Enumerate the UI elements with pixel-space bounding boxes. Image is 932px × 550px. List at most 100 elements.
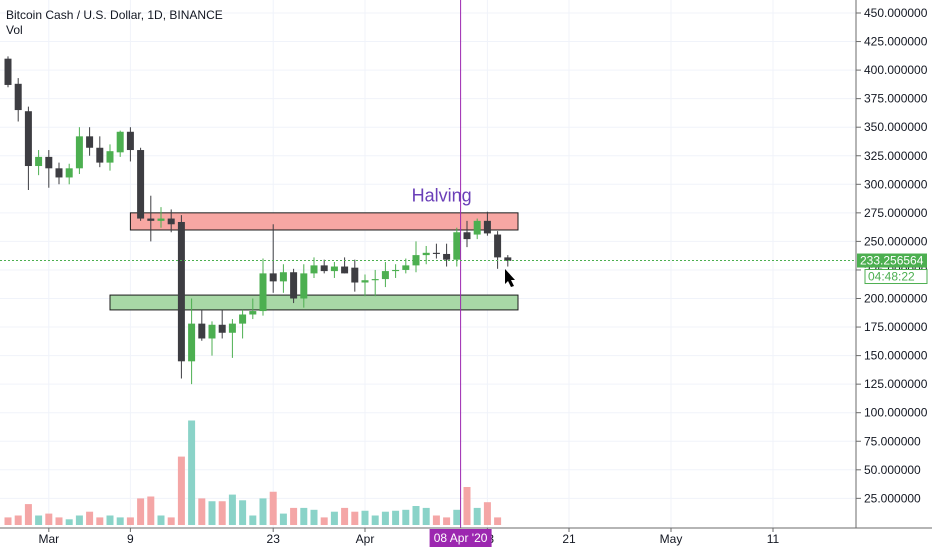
- candle[interactable]: [443, 243, 451, 267]
- candle-body: [45, 156, 53, 169]
- candle-body: [402, 265, 410, 270]
- volume-bar: [188, 420, 196, 525]
- resistance-zone[interactable]: [129, 212, 519, 231]
- candle[interactable]: [412, 241, 420, 273]
- volume-bar: [157, 515, 165, 525]
- candle-body: [14, 83, 22, 111]
- volume-bar: [4, 517, 12, 525]
- price-tick-label: 150.000000: [864, 349, 928, 363]
- candle-body: [35, 156, 43, 167]
- candle[interactable]: [177, 215, 185, 379]
- candle[interactable]: [422, 245, 430, 265]
- candle[interactable]: [14, 78, 22, 122]
- volume-bar: [14, 515, 22, 525]
- candle[interactable]: [55, 162, 63, 185]
- volume-bar: [208, 501, 216, 525]
- candle[interactable]: [381, 261, 389, 288]
- candle[interactable]: [351, 259, 359, 292]
- halving-label: Halving: [412, 185, 472, 205]
- price-tick-label: 25.000000: [864, 491, 921, 505]
- candle-body: [96, 147, 104, 163]
- volume-bar: [218, 501, 226, 525]
- candle-body: [443, 253, 451, 260]
- candle[interactable]: [188, 298, 196, 385]
- candle[interactable]: [198, 309, 206, 341]
- candle[interactable]: [106, 144, 114, 171]
- candle[interactable]: [24, 106, 32, 191]
- candle[interactable]: [330, 261, 338, 278]
- candle[interactable]: [96, 136, 104, 168]
- candle[interactable]: [167, 209, 175, 233]
- candle[interactable]: [208, 321, 216, 356]
- candle[interactable]: [65, 163, 73, 185]
- candle[interactable]: [483, 211, 491, 236]
- candle-body: [463, 232, 471, 240]
- candle-body: [453, 232, 461, 260]
- volume-label: Vol: [6, 23, 23, 37]
- price-tick-label: 275.000000: [864, 206, 928, 220]
- volume-bars: [4, 420, 502, 525]
- candle[interactable]: [361, 274, 369, 297]
- candle[interactable]: [259, 258, 267, 316]
- candle-body: [473, 220, 481, 235]
- candle[interactable]: [290, 268, 298, 304]
- candle[interactable]: [504, 255, 512, 267]
- candle[interactable]: [494, 231, 502, 269]
- volume-bar: [106, 515, 114, 525]
- candle[interactable]: [300, 264, 308, 308]
- candle[interactable]: [392, 264, 400, 278]
- candle[interactable]: [320, 259, 328, 274]
- price-tick-label: 425.000000: [864, 35, 928, 49]
- candle[interactable]: [116, 130, 124, 157]
- volume-bar: [330, 511, 338, 525]
- candle[interactable]: [279, 264, 287, 293]
- candle[interactable]: [86, 127, 94, 156]
- volume-bar: [249, 515, 257, 525]
- price-tick-label: 325.000000: [864, 149, 928, 163]
- candle[interactable]: [137, 147, 145, 221]
- volume-bar: [371, 515, 379, 525]
- support-zone[interactable]: [109, 294, 519, 311]
- candle[interactable]: [269, 224, 277, 293]
- time-tick-label: 21: [562, 532, 576, 546]
- time-axis[interactable]: Mar923Apr1321May11: [38, 528, 780, 546]
- candle[interactable]: [473, 218, 481, 240]
- candle[interactable]: [249, 298, 257, 320]
- volume-bar: [473, 507, 481, 525]
- candle[interactable]: [157, 207, 165, 228]
- candle-body: [361, 280, 369, 283]
- last-price-tag: 233.256564: [857, 254, 927, 268]
- candle-body: [167, 218, 175, 225]
- candle[interactable]: [371, 269, 379, 297]
- volume-bar: [116, 517, 124, 525]
- candle[interactable]: [310, 257, 318, 278]
- volume-bar: [320, 517, 328, 525]
- price-axis[interactable]: 450.000000 425.000000 400.000000 375.000000…: [856, 6, 928, 505]
- volume-bar: [402, 509, 410, 525]
- candle[interactable]: [45, 150, 53, 188]
- candle-body: [4, 58, 12, 85]
- candle[interactable]: [75, 127, 83, 175]
- candle[interactable]: [126, 127, 134, 162]
- price-tick-label: 175.000000: [864, 320, 928, 334]
- candle[interactable]: [228, 319, 236, 358]
- price-tick-label: 450.000000: [864, 6, 928, 20]
- candle[interactable]: [432, 243, 440, 259]
- candle[interactable]: [4, 56, 12, 88]
- candle-body: [239, 314, 247, 324]
- candle-body: [157, 218, 165, 221]
- candle[interactable]: [35, 150, 43, 176]
- candle-body: [106, 151, 114, 163]
- candle-body: [218, 324, 226, 333]
- price-tick-label: 375.000000: [864, 92, 928, 106]
- candle-body: [249, 311, 257, 315]
- candle[interactable]: [239, 309, 247, 339]
- candle[interactable]: [218, 309, 226, 339]
- volume-bar: [35, 515, 43, 525]
- crosshair-date-tag: 08 Apr '20: [429, 529, 492, 547]
- countdown-tag: 04:48:22: [864, 269, 928, 285]
- candle[interactable]: [463, 220, 471, 248]
- candle[interactable]: [341, 257, 349, 274]
- candle[interactable]: [147, 195, 155, 242]
